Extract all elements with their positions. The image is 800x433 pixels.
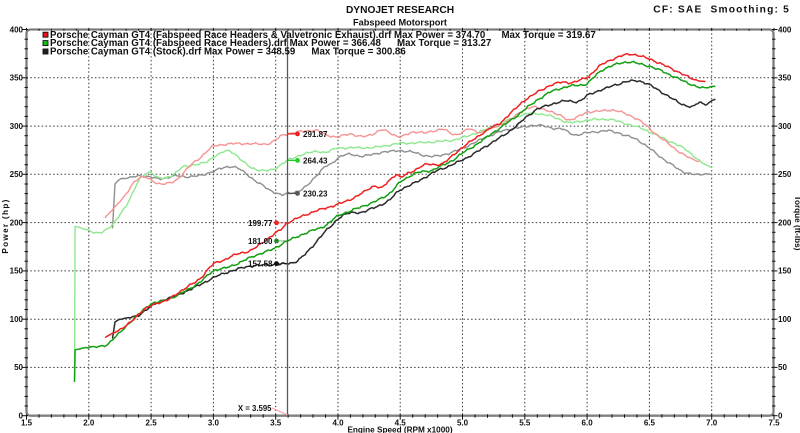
svg-text:400: 400 — [778, 25, 792, 34]
svg-text:3.0: 3.0 — [208, 419, 220, 428]
svg-text:200: 200 — [778, 218, 792, 227]
svg-text:350: 350 — [10, 74, 24, 83]
svg-text:Porsche Cayman GT4 (Fabspeed R: Porsche Cayman GT4 (Fabspeed Race Header… — [50, 38, 491, 49]
svg-text:400: 400 — [10, 25, 24, 34]
svg-text:100: 100 — [778, 315, 792, 324]
svg-text:2.0: 2.0 — [83, 419, 95, 428]
svg-text:CF: SAE Smoothing: 5: CF: SAE Smoothing: 5 — [653, 5, 790, 16]
svg-text:200: 200 — [10, 218, 24, 227]
svg-text:Torque (ft-lbs): Torque (ft-lbs) — [793, 196, 800, 251]
svg-text:350: 350 — [778, 74, 792, 83]
svg-text:3.5: 3.5 — [270, 419, 282, 428]
svg-text:50: 50 — [778, 363, 787, 372]
svg-text:300: 300 — [10, 122, 24, 131]
svg-text:230.23: 230.23 — [303, 189, 328, 198]
svg-text:300: 300 — [778, 122, 792, 131]
svg-text:150: 150 — [778, 267, 792, 276]
svg-text:Porsche Cayman GT4 (Stock).drf: Porsche Cayman GT4 (Stock).drf Max Power… — [50, 47, 406, 58]
svg-text:2.5: 2.5 — [146, 419, 158, 428]
svg-text:150: 150 — [10, 267, 24, 276]
svg-text:157.58: 157.58 — [248, 260, 273, 269]
svg-text:DYNOJET RESEARCH: DYNOJET RESEARCH — [346, 5, 454, 16]
svg-text:6.5: 6.5 — [644, 419, 656, 428]
svg-text:4.5: 4.5 — [395, 419, 407, 428]
svg-text:Porsche Cayman GT4 (Fabspeed R: Porsche Cayman GT4 (Fabspeed Race Header… — [50, 30, 596, 41]
svg-text:Power (hp): Power (hp) — [1, 198, 10, 253]
svg-text:250: 250 — [10, 170, 24, 179]
svg-text:6.0: 6.0 — [582, 419, 594, 428]
svg-text:4.0: 4.0 — [332, 419, 344, 428]
svg-text:291.87: 291.87 — [303, 130, 328, 139]
svg-text:5.5: 5.5 — [519, 419, 531, 428]
svg-text:7.5: 7.5 — [768, 419, 780, 428]
svg-text:7.0: 7.0 — [706, 419, 718, 428]
svg-text:181.00: 181.00 — [248, 237, 273, 246]
svg-text:X = 3.595: X = 3.595 — [238, 404, 272, 413]
svg-text:50: 50 — [14, 363, 23, 372]
svg-text:Fabspeed Motorsport: Fabspeed Motorsport — [353, 18, 447, 28]
svg-text:0: 0 — [19, 412, 24, 421]
svg-text:1.5: 1.5 — [21, 419, 33, 428]
svg-text:Engine Speed (RPM x1000): Engine Speed (RPM x1000) — [347, 426, 452, 433]
svg-text:264.43: 264.43 — [303, 156, 328, 165]
svg-text:100: 100 — [10, 315, 24, 324]
svg-text:5.0: 5.0 — [457, 419, 469, 428]
svg-text:199.77: 199.77 — [248, 219, 273, 228]
svg-text:250: 250 — [778, 170, 792, 179]
svg-text:0: 0 — [778, 412, 783, 421]
